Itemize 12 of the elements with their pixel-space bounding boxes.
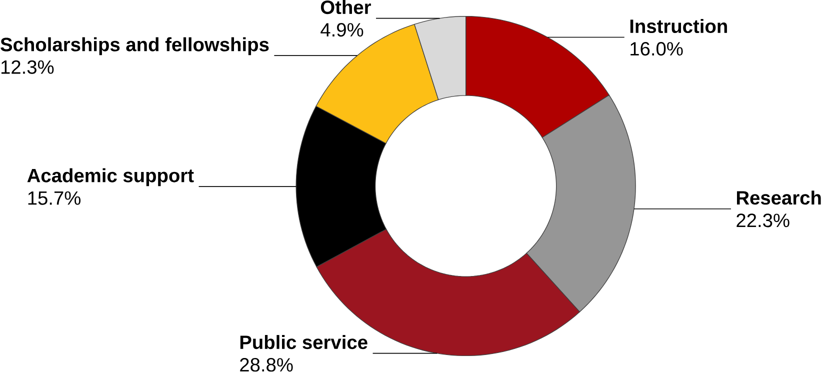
- data-label: 22.3%: [736, 214, 790, 228]
- data-label: 28.8%: [240, 358, 293, 372]
- slice-label: Academic support: [27, 168, 194, 186]
- slice-label: Other: [320, 0, 371, 14]
- data-label: 4.9%: [320, 23, 364, 37]
- data-label: 16.0%: [630, 42, 683, 56]
- slice-label: Instruction: [630, 19, 727, 34]
- slice-label: Public service: [240, 335, 368, 350]
- data-label: 15.7%: [28, 192, 80, 206]
- data-label: 12.3%: [1, 60, 54, 74]
- slice-label: Scholarships and fellowships: [0, 37, 269, 56]
- slice-label: Research: [736, 190, 821, 205]
